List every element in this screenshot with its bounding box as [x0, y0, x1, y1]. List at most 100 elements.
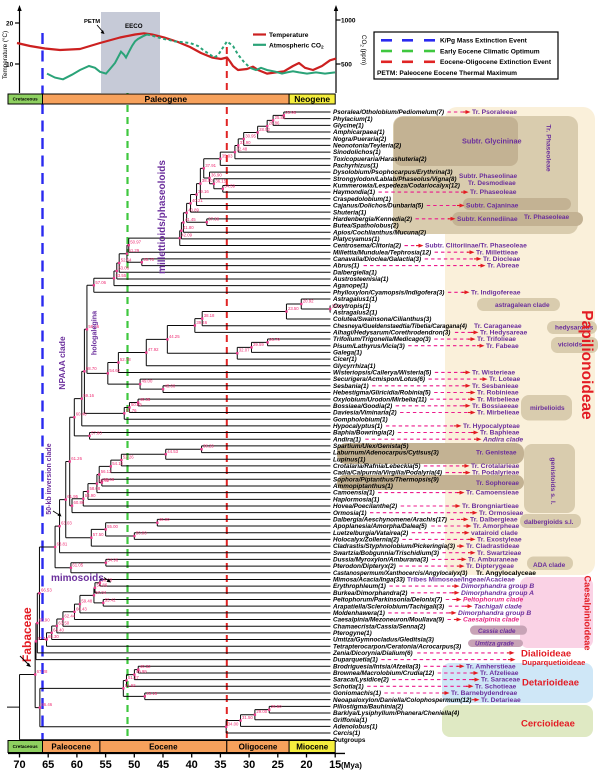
svg-text:23.50: 23.50: [288, 306, 299, 311]
svg-text:32.07: 32.07: [239, 348, 250, 353]
svg-text:Canavalia/Dioclea/Galactia(3): Canavalia/Dioclea/Galactia(3): [333, 256, 421, 263]
svg-text:30: 30: [243, 759, 255, 771]
svg-text:Paleocene: Paleocene: [51, 742, 91, 751]
svg-text:44.25: 44.25: [169, 334, 180, 339]
svg-text:Cladrastis/Styphnolobium/Picke: Cladrastis/Styphnolobium/Pickeringia(3): [333, 543, 455, 550]
svg-text:20.92: 20.92: [303, 298, 314, 303]
svg-text:40.89: 40.89: [188, 207, 199, 212]
svg-text:39.46: 39.46: [196, 320, 207, 325]
svg-text:36.90: 36.90: [211, 172, 222, 177]
svg-text:Tr. Dalbergieae: Tr. Dalbergieae: [470, 517, 518, 524]
svg-text:34.00: 34.00: [228, 721, 239, 726]
svg-text:Paleogene: Paleogene: [145, 94, 188, 104]
svg-text:55.66: 55.66: [103, 477, 114, 482]
svg-text:Oxytropis(1): Oxytropis(1): [333, 303, 370, 310]
svg-text:Galega(1): Galega(1): [333, 350, 362, 357]
svg-text:Tr. Baphieae: Tr. Baphieae: [480, 430, 520, 437]
svg-text:Tr. Amherstieae: Tr. Amherstieae: [466, 663, 516, 670]
svg-text:Tr. Mirbelieae: Tr. Mirbelieae: [477, 396, 520, 403]
svg-text:Glycyrrhiza(1): Glycyrrhiza(1): [333, 363, 375, 370]
svg-text:60.43: 60.43: [76, 606, 87, 611]
svg-text:Haymondia(1): Haymondia(1): [333, 189, 375, 196]
svg-text:Austrosteenisia(1): Austrosteenisia(1): [332, 276, 388, 283]
svg-text:Tr. Indigofereae: Tr. Indigofereae: [471, 289, 521, 296]
svg-text:Cretaceous: Cretaceous: [13, 744, 38, 749]
svg-text:50-kb inversion clade: 50-kb inversion clade: [46, 443, 53, 514]
svg-text:Tr. Detarieae: Tr. Detarieae: [481, 697, 521, 704]
svg-text:30.95: 30.95: [245, 133, 256, 138]
svg-text:Tr. Crotalarieae: Tr. Crotalarieae: [471, 463, 520, 470]
svg-text:38.29: 38.29: [203, 444, 214, 449]
svg-text:Centrosema/Clitoria(2): Centrosema/Clitoria(2): [333, 243, 401, 250]
svg-text:Tr. Phaseoleae: Tr. Phaseoleae: [470, 189, 517, 196]
svg-text:PETM: Paleocene Eocene Thermal: PETM: Paleocene Eocene Thermal Maximum: [377, 70, 517, 77]
svg-text:54.96: 54.96: [107, 557, 118, 562]
svg-text:Tr. Hypocalypteae: Tr. Hypocalypteae: [463, 423, 520, 430]
svg-text:64.40: 64.40: [53, 627, 64, 632]
svg-text:Duparquetioideae: Duparquetioideae: [522, 658, 585, 667]
svg-text:Sesbania(1): Sesbania(1): [333, 383, 369, 390]
svg-text:Duparquetia(1): Duparquetia(1): [333, 657, 378, 664]
svg-text:Apios/Cochlianthus/Mucuna(2): Apios/Cochlianthus/Mucuna(2): [332, 229, 426, 236]
svg-text:Securigera/Acmispon/Lotus(6): Securigera/Acmispon/Lotus(6): [333, 376, 425, 383]
svg-text:NPAAA clade: NPAAA clade: [57, 336, 67, 390]
svg-text:Laburnum/Adenocarpus/Cytisus(3: Laburnum/Adenocarpus/Cytisus(3): [333, 450, 439, 457]
svg-text:Neonotonia/Teyleria(2): Neonotonia/Teyleria(2): [333, 143, 401, 150]
svg-text:60.46: 60.46: [76, 412, 87, 417]
svg-text:50.00: 50.00: [136, 531, 147, 536]
svg-text:Dimorphandra group B: Dimorphandra group B: [461, 583, 534, 590]
svg-text:52.64: 52.64: [121, 257, 132, 262]
svg-text:Andira(1): Andira(1): [332, 436, 361, 443]
svg-text:Cajanus/Dolichos/Dunbaria(5): Cajanus/Dolichos/Dunbaria(5): [333, 203, 423, 210]
svg-text:51.76: 51.76: [126, 408, 137, 413]
svg-text:60: 60: [71, 759, 83, 771]
svg-text:Hovea/Poecilanthe(2): Hovea/Poecilanthe(2): [333, 503, 397, 510]
svg-text:Glycine(1): Glycine(1): [333, 123, 364, 130]
svg-text:Cassia clade: Cassia clade: [478, 628, 516, 635]
svg-text:Amphicarpaea(1): Amphicarpaea(1): [332, 129, 384, 136]
svg-text:Swartzia/Bobgunnia/Trischidium: Swartzia/Bobgunnia/Trischidium(3): [333, 550, 439, 557]
svg-text:15: 15: [329, 759, 341, 771]
svg-text:Outgroups: Outgroups: [333, 737, 366, 744]
svg-text:Cicer(1): Cicer(1): [333, 356, 357, 363]
svg-text:Ormosia(1): Ormosia(1): [333, 510, 367, 517]
svg-text:51.37: 51.37: [128, 675, 139, 680]
svg-text:56.12: 56.12: [101, 469, 112, 474]
svg-text:Tr. Angylocalyceae: Tr. Angylocalyceae: [476, 570, 536, 577]
svg-text:Brownea/Macrolobium/Crudia(12): Brownea/Macrolobium/Crudia(12): [333, 670, 434, 677]
svg-text:K/Pg Mass Extinction Event: K/Pg Mass Extinction Event: [440, 38, 528, 45]
svg-text:genistoids s. l.: genistoids s. l.: [549, 457, 556, 504]
svg-text:38.18: 38.18: [204, 313, 215, 318]
svg-text:hologalegina: hologalegina: [90, 310, 99, 355]
svg-text:65.30: 65.30: [48, 634, 59, 639]
svg-text:Crotalaria/Rafnia/Lebeckia(5): Crotalaria/Rafnia/Lebeckia(5): [333, 463, 420, 470]
svg-text:Hardenbergia/Kennedia(2): Hardenbergia/Kennedia(2): [333, 216, 412, 223]
svg-text:Tr. Trifolieae: Tr. Trifolieae: [477, 336, 516, 343]
svg-text:Tr. Caraganeae: Tr. Caraganeae: [474, 323, 522, 330]
svg-text:52.78: 52.78: [120, 357, 131, 362]
svg-text:Tr. Hedysareae: Tr. Hedysareae: [480, 330, 527, 337]
svg-text:Tr. Brongniartieae: Tr. Brongniartieae: [462, 503, 519, 510]
svg-text:Dialioideae: Dialioideae: [521, 649, 571, 660]
svg-text:Spartium/Ulex/Genista(5): Spartium/Ulex/Genista(5): [333, 443, 408, 450]
svg-text:57.04: 57.04: [95, 590, 106, 595]
svg-text:Tr. Ormosieae: Tr. Ormosieae: [479, 510, 524, 517]
svg-text:50.85: 50.85: [131, 402, 142, 407]
svg-text:Tr. Cladrastideae: Tr. Cladrastideae: [466, 543, 520, 550]
svg-text:Lupinus(1): Lupinus(1): [333, 456, 365, 463]
svg-text:Mimosa/Acacia/Inga(33): Mimosa/Acacia/Inga(33): [333, 577, 405, 584]
svg-text:Moldenhawera(1): Moldenhawera(1): [333, 610, 385, 617]
svg-text:Erythrophleum(1): Erythrophleum(1): [333, 583, 386, 590]
svg-text:Tr. Exostyleae: Tr. Exostyleae: [477, 537, 522, 544]
svg-text:34.59: 34.59: [224, 183, 235, 188]
svg-text:51.29: 51.29: [128, 248, 139, 253]
svg-text:26.86: 26.86: [269, 121, 280, 126]
svg-text:70: 70: [13, 759, 25, 771]
svg-text:Goniomachis(1): Goniomachis(1): [333, 690, 381, 697]
svg-text:millettioids/phaseoloids: millettioids/phaseoloids: [157, 160, 168, 274]
svg-text:48.18: 48.18: [146, 691, 157, 696]
svg-text:Phylloxylon/Cyamopsis/Indigofe: Phylloxylon/Cyamopsis/Indigofera(3): [333, 289, 444, 296]
svg-text:Miocene: Miocene: [296, 742, 329, 751]
svg-text:Tr. Phaseoleae: Tr. Phaseoleae: [545, 124, 552, 171]
svg-text:Tr. Saraceae: Tr. Saraceae: [481, 677, 520, 684]
